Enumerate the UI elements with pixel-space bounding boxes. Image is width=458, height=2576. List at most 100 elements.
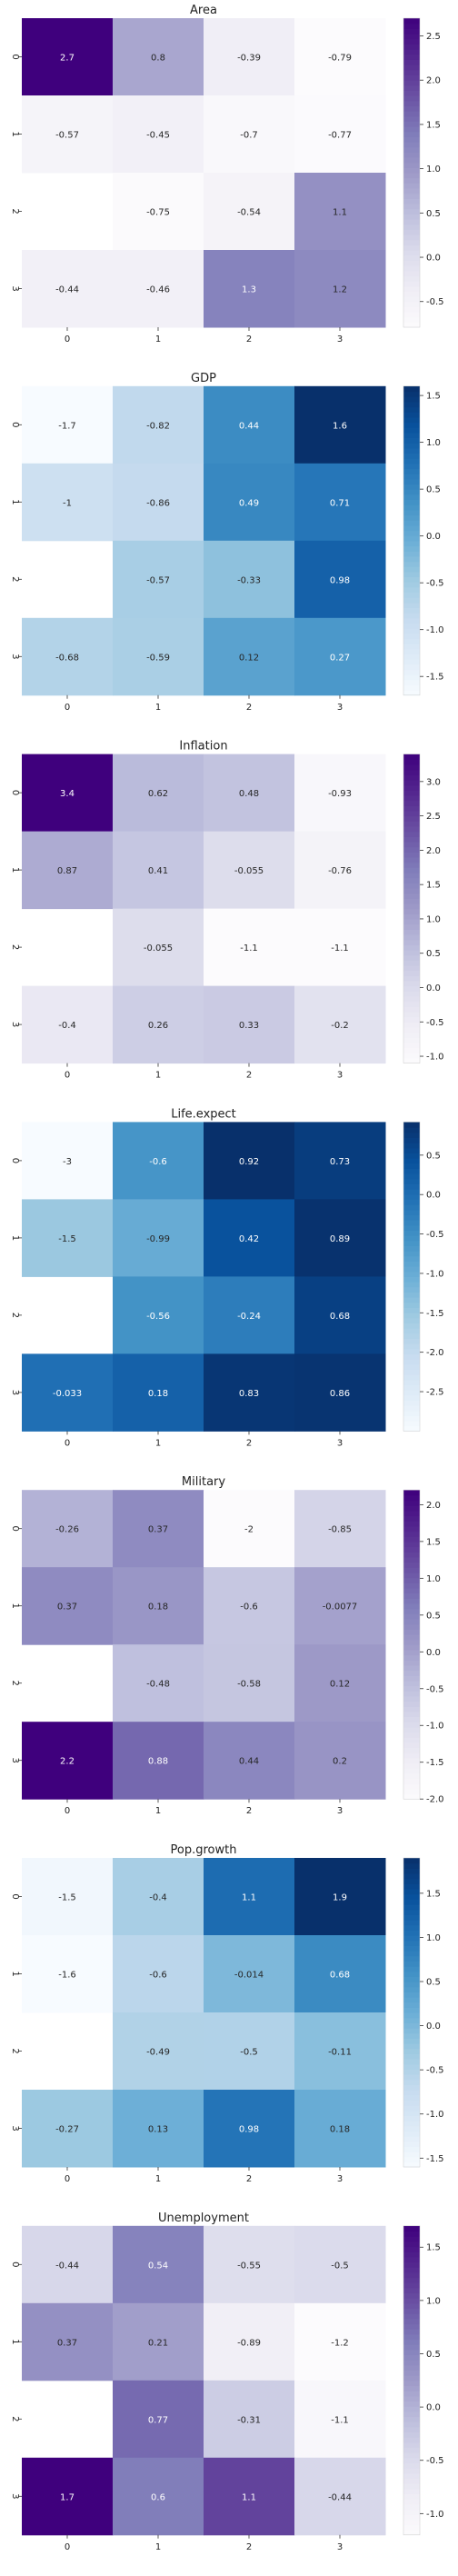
heatmap-cell (22, 754, 114, 833)
cell-value-label: -0.4 (58, 1021, 76, 1031)
colorbar-segment (403, 2079, 420, 2085)
colorbar-segment (403, 555, 420, 563)
colorbar-segment (403, 1598, 420, 1604)
colorbar-segment (403, 301, 420, 307)
colorbar-segment (403, 831, 420, 837)
colorbar-segment (403, 2313, 420, 2320)
colorbar-segment (403, 1494, 420, 1502)
colorbar-segment (403, 1505, 420, 1512)
cell-value-label: -0.75 (146, 208, 170, 218)
x-tick-label: 3 (337, 2174, 343, 2184)
colorbar-segment (403, 208, 420, 215)
colorbar-segment (403, 1899, 420, 1905)
colorbar-tick-label: -1.0 (426, 1722, 444, 1732)
colorbar-segment (403, 1649, 420, 1656)
colorbar-segment (403, 2017, 420, 2023)
colorbar-segment (403, 2483, 420, 2490)
colorbar-segment (403, 265, 420, 272)
cell-value-label: -0.55 (237, 2261, 261, 2271)
cell-value-label: -0.24 (237, 1312, 261, 1322)
colorbar-segment (403, 2252, 420, 2258)
cell-value-label: 0.87 (57, 866, 77, 876)
colorbar-segment (403, 2115, 420, 2122)
x-tick-label: 1 (155, 334, 161, 344)
colorbar-segment (403, 437, 420, 444)
y-tick-label: 1 (10, 2339, 20, 2344)
colorbar-segment (403, 664, 420, 671)
x-tick-label: 0 (65, 2174, 70, 2184)
colorbar-tick-label: 1.0 (426, 1933, 441, 1943)
colorbar-segment (403, 903, 420, 910)
cell-value-label: -0.54 (237, 208, 261, 218)
colorbar-tick-label: -1.5 (426, 1758, 444, 1768)
colorbar-tick-label: 0.5 (426, 1978, 441, 1988)
colorbar-segment (403, 1230, 420, 1236)
colorbar-segment (403, 214, 420, 220)
x-tick-label: 2 (246, 703, 252, 713)
heatmap-cell (204, 95, 295, 174)
colorbar-segment (403, 1945, 420, 1952)
colorbar-segment (403, 1670, 420, 1676)
colorbar-segment (403, 1394, 420, 1401)
colorbar-segment (403, 406, 420, 413)
colorbar-segment (403, 1608, 420, 1614)
colorbar-tick-label: -0.5 (426, 2456, 444, 2466)
heatmap-cell (22, 1722, 114, 1800)
colorbar-tick-label: 1.5 (426, 881, 441, 891)
heatmap-cell (113, 95, 204, 174)
colorbar-segment (403, 2349, 420, 2356)
colorbar-segment (403, 499, 420, 505)
colorbar-segment (403, 183, 420, 189)
colorbar-segment (403, 1737, 420, 1743)
colorbar-segment (403, 2437, 420, 2443)
colorbar-segment (403, 416, 420, 424)
colorbar-segment (403, 524, 420, 532)
colorbar-tick-label: -0.5 (426, 1684, 444, 1694)
colorbar-segment (403, 1986, 420, 1992)
y-tick-label: 0 (10, 1526, 20, 1532)
cell-value-label: 0.88 (148, 1757, 168, 1767)
colorbar-segment (403, 1011, 420, 1018)
colorbar-segment (403, 1924, 420, 1931)
colorbar-segment (403, 1536, 420, 1543)
cell-value-label: -0.27 (55, 2125, 79, 2135)
colorbar-segment (403, 443, 420, 449)
cell-value-label: -0.6 (149, 1971, 167, 1981)
cell-value-label: 0.48 (239, 789, 259, 799)
colorbar-segment (403, 679, 420, 686)
cell-value-label: 0.44 (239, 421, 259, 431)
heatmap-cell (204, 617, 295, 696)
x-tick-label: 1 (155, 2542, 161, 2552)
chart-title: GDP (191, 372, 216, 385)
heatmap-panel: GDP -1.7 -0.82 0.44 1.6 -1 -0.86 0.49 0.71 -0.57 -… (10, 372, 444, 713)
colorbar-segment (403, 2231, 420, 2237)
heatmap-cell (294, 985, 386, 1064)
colorbar-segment (403, 1680, 420, 1687)
colorbar-frame (403, 1857, 421, 2168)
colorbar-segment (403, 1858, 420, 1864)
colorbar-tick-label: 1.5 (426, 392, 441, 402)
y-tick-label: 3 (10, 1390, 20, 1395)
heatmap-cell (22, 617, 114, 696)
colorbar-segment (403, 1317, 420, 1323)
heatmap-cell (113, 1644, 204, 1722)
colorbar-segment (403, 105, 420, 112)
chart-title: Area (190, 4, 217, 17)
heatmap-cell (294, 908, 386, 987)
colorbar-tick-label: 0.5 (426, 1151, 441, 1161)
cell-value-label: 0.41 (148, 866, 168, 876)
colorbar-segment (403, 90, 420, 96)
colorbar-segment (403, 1127, 420, 1133)
colorbar-segment (403, 2105, 420, 2112)
colorbar-segment (403, 2380, 420, 2387)
y-tick-label: 3 (10, 285, 20, 291)
x-tick-label: 3 (337, 1806, 343, 1816)
colorbar-segment (403, 1042, 420, 1049)
cell-value-label: -0.77 (328, 131, 352, 141)
colorbar-segment (403, 401, 420, 408)
colorbar-segment (403, 1613, 420, 1620)
cell-value-label: -0.44 (328, 2492, 352, 2502)
cell-value-label: 0.33 (239, 1021, 259, 1031)
heatmap-cell (113, 1490, 204, 1568)
x-tick-label: 2 (246, 334, 252, 344)
